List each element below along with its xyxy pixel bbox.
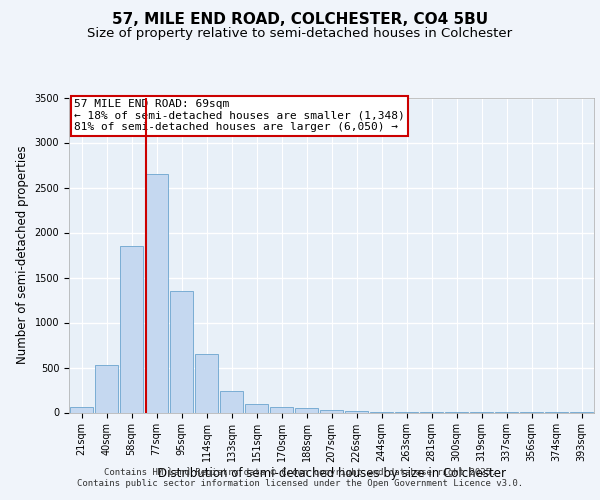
Text: 57 MILE END ROAD: 69sqm
← 18% of semi-detached houses are smaller (1,348)
81% of: 57 MILE END ROAD: 69sqm ← 18% of semi-de… (74, 99, 405, 132)
Bar (270, 407, 293, 412)
Text: Size of property relative to semi-detached houses in Colchester: Size of property relative to semi-detach… (88, 28, 512, 40)
Bar (70, 407, 93, 412)
Bar (95, 365, 118, 412)
Bar (345, 410, 368, 412)
Bar (120, 246, 143, 412)
Bar (170, 291, 193, 412)
Text: 57, MILE END ROAD, COLCHESTER, CO4 5BU: 57, MILE END ROAD, COLCHESTER, CO4 5BU (112, 12, 488, 28)
Text: Contains HM Land Registry data © Crown copyright and database right 2025.
Contai: Contains HM Land Registry data © Crown c… (77, 468, 523, 487)
Bar (145, 174, 168, 412)
Bar (195, 354, 218, 412)
Y-axis label: Number of semi-detached properties: Number of semi-detached properties (16, 146, 29, 364)
Bar (295, 408, 318, 412)
X-axis label: Distribution of semi-detached houses by size in Colchester: Distribution of semi-detached houses by … (157, 467, 505, 480)
Bar (320, 410, 343, 412)
Bar (245, 404, 268, 412)
Bar (220, 391, 243, 412)
